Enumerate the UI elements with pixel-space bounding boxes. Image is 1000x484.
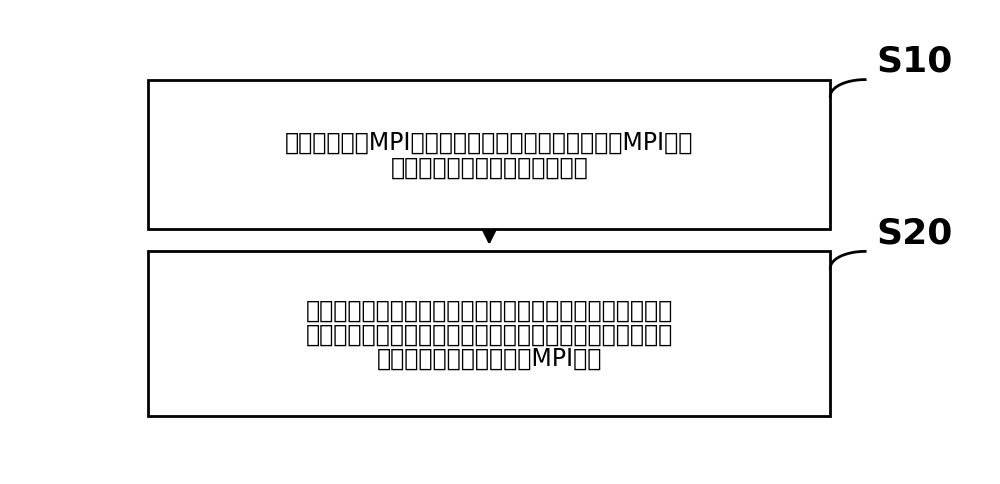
FancyBboxPatch shape: [148, 252, 830, 416]
FancyBboxPatch shape: [148, 80, 830, 229]
Text: 经网络模型，得到重建的MPI图像: 经网络模型，得到重建的MPI图像: [377, 346, 602, 370]
Text: S10: S10: [877, 45, 953, 78]
Text: 通过傅里叶变换将所述输入信号转换为二维时频域信号，并: 通过傅里叶变换将所述输入信号转换为二维时频域信号，并: [306, 298, 673, 321]
Text: 的一维时域信号，作为输入信号: 的一维时域信号，作为输入信号: [390, 155, 588, 179]
Text: 进行预处理；将预处理后的二维时频域信号输入训练好的神: 进行预处理；将预处理后的二维时频域信号输入训练好的神: [306, 322, 673, 346]
Text: 采集待重建的MPI图像；采集后，提取所述待重建的MPI图像: 采集待重建的MPI图像；采集后，提取所述待重建的MPI图像: [285, 131, 693, 155]
Text: S20: S20: [877, 216, 953, 250]
